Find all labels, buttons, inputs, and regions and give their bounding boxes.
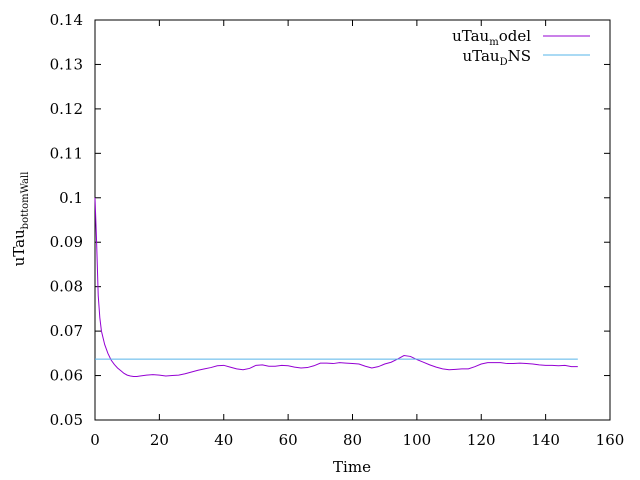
y-tick-label: 0.14	[50, 11, 83, 29]
y-axis-title-main: uTau	[10, 229, 28, 266]
y-axis: 0.05 0.06 0.07 0.08 0.09 0.1 0.11 0.12 0.13 0.14	[50, 11, 610, 429]
y-tick-label: 0.11	[50, 144, 83, 162]
y-tick-label: 0.08	[50, 278, 83, 296]
y-tick-label: 0.09	[50, 233, 83, 251]
x-tick-label: 0	[90, 431, 100, 449]
y-axis-title-sub: bottomWall	[20, 172, 31, 230]
plot-frame	[94, 19, 611, 421]
x-tick-label: 120	[467, 431, 496, 449]
y-tick-label: 0.06	[50, 367, 83, 385]
x-tick-label: 20	[150, 431, 169, 449]
legend-label-dns: uTauDNS	[462, 47, 531, 68]
x-axis-title: Time	[333, 458, 371, 476]
y-axis-title: uTaubottomWall	[10, 172, 31, 267]
x-tick-label: 100	[403, 431, 432, 449]
plot-area	[94, 19, 611, 421]
y-tick-label: 0.1	[59, 189, 83, 207]
series-layer	[94, 197, 578, 377]
x-tick-label: 60	[279, 431, 298, 449]
x-tick-label: 140	[531, 431, 560, 449]
series-line-model	[94, 197, 578, 377]
y-tick-label: 0.05	[50, 411, 83, 429]
y-tick-label: 0.13	[50, 55, 83, 73]
y-tick-label: 0.12	[50, 100, 83, 118]
y-tick-label: 0.07	[50, 322, 83, 340]
legend-label-model: uTaumodel	[452, 27, 531, 48]
x-tick-label: 80	[343, 431, 362, 449]
x-tick-label: 160	[596, 431, 625, 449]
legend: uTaumodel uTauDNS	[452, 27, 590, 68]
x-tick-label: 40	[214, 431, 233, 449]
x-axis: 0 20 40 60 80 100 120 140 160	[90, 20, 624, 449]
